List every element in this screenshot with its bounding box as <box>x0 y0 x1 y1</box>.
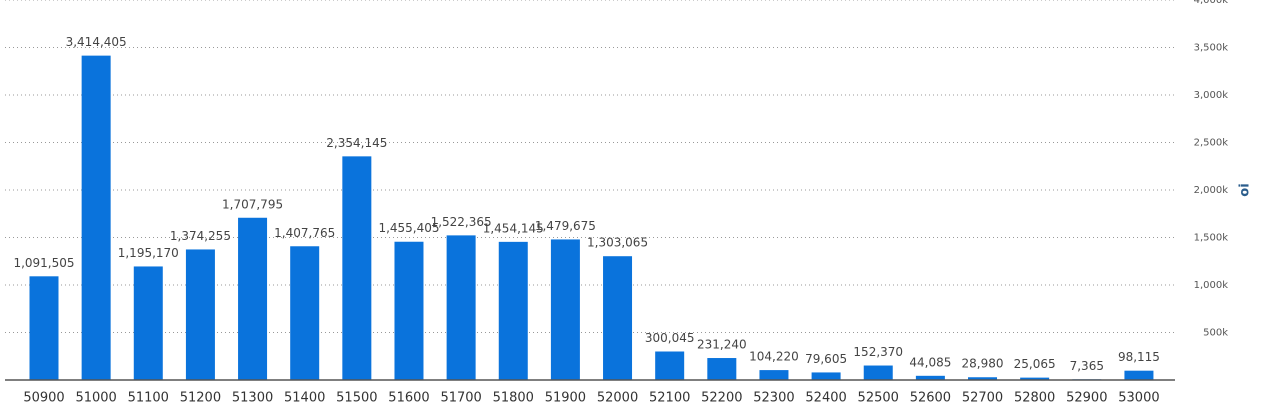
y-tick-label: 2,000k <box>1194 185 1229 196</box>
x-tick-label: 51100 <box>128 391 169 406</box>
x-tick-label: 51200 <box>180 391 221 406</box>
x-tick-label: 52000 <box>597 391 638 406</box>
x-tick-label: 52800 <box>1014 391 1055 406</box>
value-label: 2,354,145 <box>326 136 387 150</box>
bar <box>342 156 372 380</box>
value-label: 1,374,255 <box>170 229 231 243</box>
x-tick-label: 51400 <box>284 391 325 406</box>
value-label: 79,605 <box>805 352 847 366</box>
y-tick-label: 500k <box>1203 328 1228 339</box>
y-tick-label: 3,000k <box>1194 90 1229 101</box>
y-tick-label: 1,500k <box>1194 233 1229 244</box>
x-tick-label: 52400 <box>805 391 846 406</box>
x-tick-label: 52300 <box>753 391 794 406</box>
bar <box>603 256 633 380</box>
y-axis-title: oi <box>1238 183 1253 196</box>
y-tick-label: 3,500k <box>1194 43 1229 54</box>
x-tick-label: 51700 <box>440 391 481 406</box>
bar <box>1020 377 1050 380</box>
bar <box>707 358 737 380</box>
x-tick-label: 52100 <box>649 391 690 406</box>
bar <box>238 217 268 380</box>
x-tick-label: 51300 <box>232 391 273 406</box>
value-label: 300,045 <box>645 331 695 345</box>
value-label: 1,195,170 <box>118 246 179 260</box>
bar <box>29 276 59 380</box>
bar <box>185 249 215 380</box>
value-label: 7,365 <box>1070 359 1104 373</box>
x-tick-label: 51500 <box>336 391 377 406</box>
bar <box>290 246 320 380</box>
x-tick-label: 51800 <box>493 391 534 406</box>
bar <box>81 55 111 380</box>
value-label: 1,091,505 <box>13 256 74 270</box>
value-label: 152,370 <box>853 345 903 359</box>
x-tick-label: 52700 <box>962 391 1003 406</box>
bar <box>863 365 893 380</box>
x-tick-label: 51000 <box>75 391 116 406</box>
value-label: 1,455,405 <box>378 221 439 235</box>
bar <box>498 241 528 380</box>
value-label: 1,522,365 <box>431 215 492 229</box>
y-tick-label: 1,000k <box>1194 280 1229 291</box>
x-tick-label: 51900 <box>545 391 586 406</box>
bar <box>759 370 789 380</box>
bar <box>968 377 998 380</box>
value-label: 1,454,145 <box>483 221 544 235</box>
x-tick-label: 50900 <box>23 391 64 406</box>
y-tick-label: 2,500k <box>1194 138 1229 149</box>
x-tick-label: 52200 <box>701 391 742 406</box>
value-label: 25,065 <box>1014 357 1056 371</box>
x-tick-label: 52900 <box>1066 391 1107 406</box>
value-label: 98,115 <box>1118 350 1160 364</box>
bar <box>655 351 685 380</box>
x-tick-label: 51600 <box>388 391 429 406</box>
bar <box>1124 370 1154 380</box>
value-label: 1,407,765 <box>274 226 335 240</box>
x-tick-label: 52600 <box>910 391 951 406</box>
value-label: 231,240 <box>697 338 747 352</box>
x-tick-label: 53000 <box>1118 391 1159 406</box>
value-label: 3,414,405 <box>66 35 127 49</box>
bar <box>550 239 580 380</box>
bar <box>133 266 163 380</box>
value-label: 104,220 <box>749 350 799 364</box>
bar <box>811 372 841 380</box>
x-tick-label: 52500 <box>858 391 899 406</box>
value-label: 1,303,065 <box>587 236 648 250</box>
value-label: 28,980 <box>962 357 1004 371</box>
value-label: 1,479,675 <box>535 219 596 233</box>
bar <box>446 235 476 380</box>
y-tick-label: 4,000k <box>1194 0 1229 6</box>
bar <box>394 241 424 380</box>
value-label: 1,707,795 <box>222 197 283 211</box>
bar <box>915 375 945 380</box>
value-label: 44,085 <box>909 355 951 369</box>
